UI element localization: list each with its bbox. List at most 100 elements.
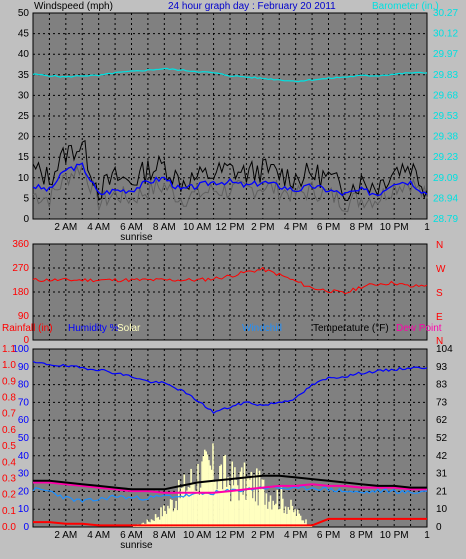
x-tick-label: 6 PM: [317, 222, 340, 233]
solar-bar: [202, 456, 205, 527]
temperature-tick-label: 52: [436, 433, 448, 444]
solar-bar: [243, 462, 246, 527]
temperature-tick-label: 42: [436, 451, 448, 462]
solar-bar: [250, 471, 253, 527]
solar-bar: [206, 454, 209, 527]
solar-bar: [275, 503, 277, 527]
solar-bar: [290, 499, 292, 527]
solar-bar: [197, 464, 199, 527]
humidity-tick-label: 90: [18, 362, 30, 373]
x-tick-label: 4 AM: [87, 530, 110, 541]
solar-bar: [187, 486, 190, 527]
temperature-tick-label: 104: [436, 344, 453, 355]
solar-bar: [158, 519, 161, 527]
barometer-tick-label: 29.97: [433, 49, 458, 60]
compass-tick-label: S: [436, 288, 443, 299]
windspeed-tick-label: 15: [18, 152, 30, 163]
rainfall-tick-label: 0.8: [2, 393, 16, 404]
x-tick-label: 8 AM: [153, 530, 176, 541]
solar-bar: [178, 480, 180, 527]
direction-tick-label: 270: [12, 263, 29, 274]
solar-bar: [210, 469, 213, 527]
barometer-tick-label: 29.23: [433, 152, 458, 163]
solar-bar: [134, 526, 136, 527]
solar-bar: [231, 461, 233, 527]
solar-bar: [251, 498, 254, 527]
solar-bar: [269, 495, 272, 527]
rainfall-series-line: [33, 517, 427, 527]
x-tick-label: 4 PM: [284, 530, 307, 541]
temperature-tick-label: 73: [436, 397, 448, 408]
solar-bar: [254, 501, 257, 527]
rainfall-tick-label: 0.3: [2, 473, 16, 484]
x-tick-label: 10 PM: [380, 222, 409, 233]
windspeed-tick-label: 35: [18, 70, 30, 81]
humidity-axis-label: Humidity %: [68, 323, 119, 334]
solar-bar: [228, 484, 231, 527]
direction-tick-label: 360: [12, 239, 29, 250]
solar-bar: [253, 474, 255, 527]
rainfall-tick-label: 1.1: [2, 344, 16, 355]
solar-bar: [152, 520, 154, 527]
solar-bar: [280, 487, 283, 527]
solar-bar: [184, 496, 187, 527]
solar-bar: [225, 486, 228, 527]
windspeed-tick-label: 5: [23, 193, 29, 204]
sunrise-label: sunrise: [120, 540, 153, 551]
dewpoint-axis-label: Dew Point: [396, 323, 442, 334]
solar-bar: [189, 487, 191, 527]
solar-axis-label: Solar: [117, 323, 141, 334]
solar-bar: [262, 479, 265, 527]
humidity-tick-label: 100: [12, 344, 29, 355]
x-tick-label: 2 AM: [54, 530, 77, 541]
solar-bar: [167, 505, 169, 527]
solar-bar: [150, 519, 153, 527]
temperature-tick-label: 62: [436, 415, 448, 426]
windspeed-tick-label: 50: [18, 8, 30, 19]
temperature-tick-label: 0: [436, 522, 442, 533]
humidity-tick-label: 50: [18, 433, 30, 444]
rainfall-tick-label: 0.5: [2, 441, 16, 452]
barometer-tick-label: 29.38: [433, 132, 458, 143]
solar-bar: [246, 476, 248, 527]
solar-bar: [273, 505, 276, 527]
barometer-tick-label: 28.79: [433, 214, 458, 225]
solar-bar: [298, 513, 300, 527]
direction-tick-label: 180: [12, 287, 29, 298]
rainfall-tick-label: 0.9: [2, 376, 16, 387]
x-tick-label: 10 AM: [183, 222, 211, 233]
barometer-tick-label: 29.53: [433, 111, 458, 122]
solar-bar: [284, 506, 287, 527]
solar-bar: [168, 508, 170, 527]
solar-bar: [301, 520, 303, 527]
x-tick-label: 1: [424, 222, 430, 233]
windspeed-series-line: [32, 139, 428, 202]
solar-bar: [268, 501, 270, 527]
x-tick-label: 6 PM: [317, 530, 340, 541]
chart-title: 24 hour graph day : February 20 2011: [168, 1, 336, 12]
solar-bar: [305, 519, 307, 527]
solar-bar: [249, 479, 251, 527]
solar-bar: [153, 521, 155, 527]
windspeed-tick-label: 20: [18, 132, 30, 143]
solar-bar: [175, 500, 177, 527]
humidity-tick-label: 60: [18, 415, 30, 426]
windspeed-tick-label: 40: [18, 49, 30, 60]
solar-bar: [235, 479, 238, 527]
rainfall-tick-label: 0.0: [2, 522, 16, 533]
x-tick-label: 2 PM: [251, 530, 274, 541]
solar-bar: [215, 480, 217, 527]
windspeed-tick-label: 25: [18, 111, 30, 122]
barometer-tick-label: 30.27: [433, 8, 458, 19]
solar-bar: [272, 500, 274, 527]
solar-bar: [186, 490, 188, 527]
humidity-tick-label: 80: [18, 380, 30, 391]
solar-bar: [310, 526, 313, 527]
solar-bar: [154, 514, 157, 527]
barometer-tick-label: 29.09: [433, 173, 458, 184]
solar-bar: [257, 505, 259, 527]
barometer-tick-label: 30.12: [433, 29, 458, 40]
windspeed-tick-label: 10: [18, 173, 30, 184]
windspeed-tick-label: 30: [18, 90, 30, 101]
